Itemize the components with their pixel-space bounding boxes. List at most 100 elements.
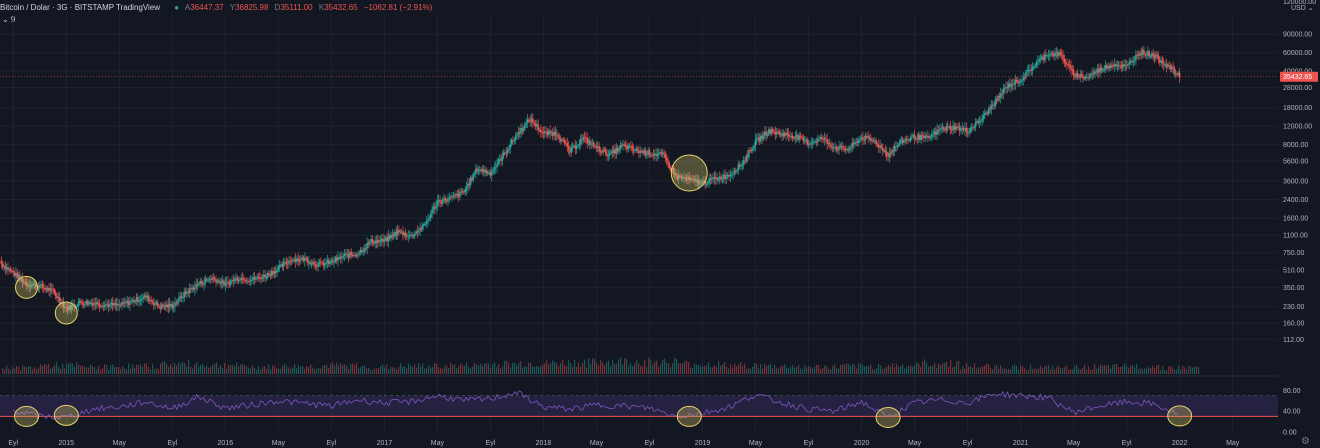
volume-bar <box>1142 369 1144 374</box>
candle-body <box>684 177 687 179</box>
currency-selector: USD ⌄ <box>1291 5 1314 12</box>
volume-bar <box>248 367 250 374</box>
candle-body <box>988 108 990 114</box>
volume-bar <box>1100 364 1102 374</box>
candle-body <box>949 126 952 130</box>
time-tick-label: 2015 <box>58 440 74 447</box>
candle-body <box>1056 52 1059 57</box>
volume-bar <box>878 363 880 374</box>
candle-body <box>516 134 518 137</box>
candle-body <box>1103 68 1105 71</box>
volume-bar <box>570 363 572 374</box>
candle-body <box>728 174 730 177</box>
candle-body <box>908 140 911 142</box>
candle-body <box>9 269 12 271</box>
volume-bar <box>504 360 506 374</box>
candle-body <box>905 139 908 141</box>
candle-body <box>172 306 175 308</box>
rsi-highlight-ellipse <box>676 405 702 427</box>
volume-bar <box>244 365 246 374</box>
volume-bar <box>374 368 376 374</box>
volume-bar <box>128 363 130 374</box>
volume-bar <box>764 363 766 374</box>
time-axis[interactable]: Eyl 2015 May Eyl 2016 May Eyl 2017 May Eyl 2018 May… <box>8 440 1239 447</box>
volume-bar <box>594 358 596 374</box>
candle-body <box>537 124 539 130</box>
volume-bar <box>430 367 432 374</box>
volume-bar <box>1196 366 1198 374</box>
candle-body <box>650 155 652 157</box>
volume-bar <box>652 365 654 374</box>
candle-body <box>211 277 213 280</box>
candle-body <box>158 306 160 308</box>
volume-bar <box>132 364 134 374</box>
volume-bar <box>1146 368 1148 374</box>
price-tick-label: 112.00 <box>1283 337 1304 344</box>
volume-bar <box>904 368 906 374</box>
time-tick-label: Eyl <box>1122 440 1132 447</box>
indicator-toggle[interactable]: ⌄ 9 <box>2 15 16 24</box>
candle-body <box>616 148 619 152</box>
volume-bar <box>360 366 362 374</box>
volume-bar <box>970 366 972 374</box>
volume-bar <box>254 368 256 374</box>
candle-body <box>732 173 734 175</box>
settings-gear-icon[interactable]: ⚙ <box>1301 436 1310 447</box>
candle-body <box>103 304 106 307</box>
candle-body <box>106 304 109 306</box>
candle-body <box>673 172 676 175</box>
candle-body <box>785 132 787 136</box>
volume-bar <box>1060 368 1062 374</box>
volume-bar <box>262 366 264 374</box>
volume-bar <box>850 365 852 374</box>
symbol-title[interactable]: Bitcoin / Dolar · 3G · BITSTAMP TradingV… <box>0 3 161 12</box>
volume-bar <box>1084 364 1086 374</box>
candle-body <box>1059 52 1062 54</box>
candle-body <box>52 288 54 291</box>
candle-body <box>529 120 531 122</box>
candle-body <box>493 167 496 170</box>
candle-body <box>624 145 627 147</box>
candle-body <box>561 139 563 142</box>
candle-body <box>797 134 799 140</box>
volume-bar <box>256 369 258 374</box>
volume-bar <box>28 366 30 374</box>
candle-body <box>668 163 671 169</box>
candle-body <box>156 302 159 307</box>
candle-body <box>468 183 471 186</box>
volume-bar <box>1164 370 1166 374</box>
volume-bar <box>176 365 178 374</box>
volume-bar <box>796 366 798 374</box>
candle-body <box>879 145 881 148</box>
candle-body <box>639 150 642 153</box>
candle-body <box>1165 64 1168 67</box>
candle-body <box>1029 69 1031 71</box>
volume-bar <box>60 368 62 374</box>
candle-body <box>318 262 321 264</box>
candle-body <box>41 284 44 288</box>
candle-body <box>643 150 645 154</box>
candle-body <box>166 304 168 308</box>
candle-body <box>665 158 668 161</box>
volume-bar <box>574 360 576 374</box>
volume-bar <box>326 364 328 374</box>
volume-bar <box>482 365 484 374</box>
candle-body <box>958 126 961 131</box>
candle-body <box>1158 60 1161 63</box>
volume-bar <box>560 363 562 374</box>
candle-body <box>428 217 431 219</box>
volume-bar <box>426 368 428 374</box>
candle-body <box>1120 65 1123 68</box>
volume-bar <box>1136 363 1138 374</box>
candle-body <box>851 143 854 147</box>
volume-bar <box>524 366 526 374</box>
candle-body <box>362 250 364 253</box>
volume-bar <box>868 366 870 374</box>
candle-body <box>1026 70 1029 72</box>
volume-bar <box>736 366 738 374</box>
volume-bar <box>768 364 770 374</box>
symbol-name: Bitcoin / Dolar <box>0 3 50 12</box>
candle-body <box>1151 53 1153 57</box>
